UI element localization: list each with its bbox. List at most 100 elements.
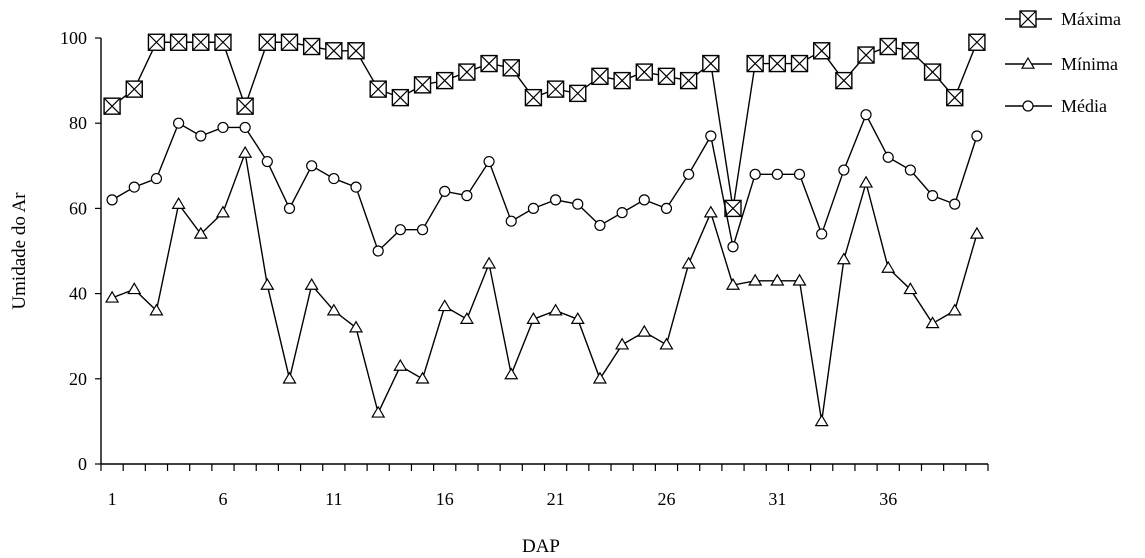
data-point (903, 282, 918, 295)
data-point (946, 88, 964, 107)
x-tick-label: 36 (879, 489, 897, 509)
x-axis-label: DAP (522, 536, 560, 557)
data-point (702, 54, 720, 73)
data-point (838, 164, 850, 176)
data-point (793, 168, 806, 180)
legend-marker (1020, 56, 1036, 69)
data-point (260, 277, 275, 290)
data-point (195, 130, 207, 142)
y-axis-ticks: 0 20 40 60 80 100 (60, 28, 101, 474)
data-point (173, 117, 185, 129)
legend-label: Máxima (1061, 9, 1121, 29)
data-point (459, 311, 474, 324)
data-point (325, 42, 343, 60)
data-point (860, 109, 872, 121)
data-point (239, 121, 251, 134)
data-point (413, 76, 432, 94)
y-axis-label: Umidade do Ar (9, 192, 30, 310)
data-point (505, 215, 517, 227)
data-point (369, 80, 387, 98)
y-tick-label: 40 (69, 284, 87, 304)
legend-item: Média (1005, 96, 1107, 116)
x-tick-label: 16 (436, 489, 454, 509)
y-tick-label: 100 (60, 28, 87, 48)
data-point (947, 303, 962, 316)
legend-marker (1022, 100, 1034, 112)
legend-item: Mínima (1005, 54, 1118, 74)
data-point (592, 371, 607, 384)
legend-label: Média (1061, 96, 1107, 116)
data-point (638, 194, 650, 206)
data-point (149, 303, 164, 316)
data-point (882, 151, 894, 163)
data-point (968, 33, 986, 51)
data-point (613, 71, 631, 90)
data-point (436, 71, 454, 90)
data-point (703, 205, 718, 218)
data-point (812, 42, 831, 60)
data-point (858, 175, 874, 188)
data-point (192, 33, 210, 51)
data-point (792, 273, 807, 286)
data-point (660, 202, 673, 214)
x-tick-label: 11 (325, 489, 342, 509)
data-point (348, 320, 364, 333)
data-point (391, 88, 410, 107)
y-tick-label: 0 (78, 454, 87, 474)
y-tick-label: 20 (69, 369, 87, 389)
data-point (569, 84, 587, 103)
data-point (480, 54, 498, 73)
data-point (372, 245, 384, 257)
data-point (615, 337, 630, 350)
data-point (147, 33, 166, 51)
data-point (283, 202, 296, 214)
data-point (727, 241, 739, 253)
data-point (790, 54, 809, 73)
data-point (748, 273, 763, 286)
data-point (394, 224, 406, 236)
data-point (746, 54, 764, 73)
data-point (570, 311, 585, 324)
data-point (725, 277, 741, 290)
data-point (881, 260, 896, 273)
data-point (679, 71, 698, 90)
series-3 (106, 109, 983, 257)
data-point (504, 367, 519, 380)
data-point (749, 168, 761, 180)
data-point (635, 63, 653, 81)
data-point (546, 80, 565, 98)
data-point (306, 160, 318, 172)
data-point (437, 299, 452, 312)
data-point (591, 67, 609, 86)
data-point (415, 371, 430, 384)
data-point (657, 67, 676, 86)
x-tick-label: 31 (768, 489, 786, 509)
data-point (282, 371, 297, 384)
data-point (439, 185, 451, 197)
data-point (814, 414, 829, 427)
data-point (169, 33, 188, 51)
x-tick-label: 21 (547, 489, 565, 509)
data-point (193, 226, 208, 239)
data-point (458, 63, 476, 81)
data-point (258, 33, 277, 51)
data-point (150, 172, 163, 185)
x-tick-label: 26 (657, 489, 675, 509)
data-point (103, 97, 121, 115)
data-point (238, 145, 253, 158)
data-point (923, 63, 942, 81)
data-point (483, 155, 495, 168)
y-tick-label: 60 (69, 198, 87, 218)
data-point (217, 121, 229, 134)
data-point (280, 33, 299, 51)
data-point (171, 196, 186, 209)
data-point (925, 316, 940, 329)
data-point (371, 405, 386, 418)
data-point (106, 194, 118, 206)
data-point (214, 33, 232, 51)
data-point (215, 205, 231, 218)
x-axis-ticks: 1 6 11 16 21 26 31 36 (100, 464, 989, 509)
data-point (105, 290, 120, 303)
data-point (125, 80, 143, 98)
data-point (816, 228, 828, 240)
